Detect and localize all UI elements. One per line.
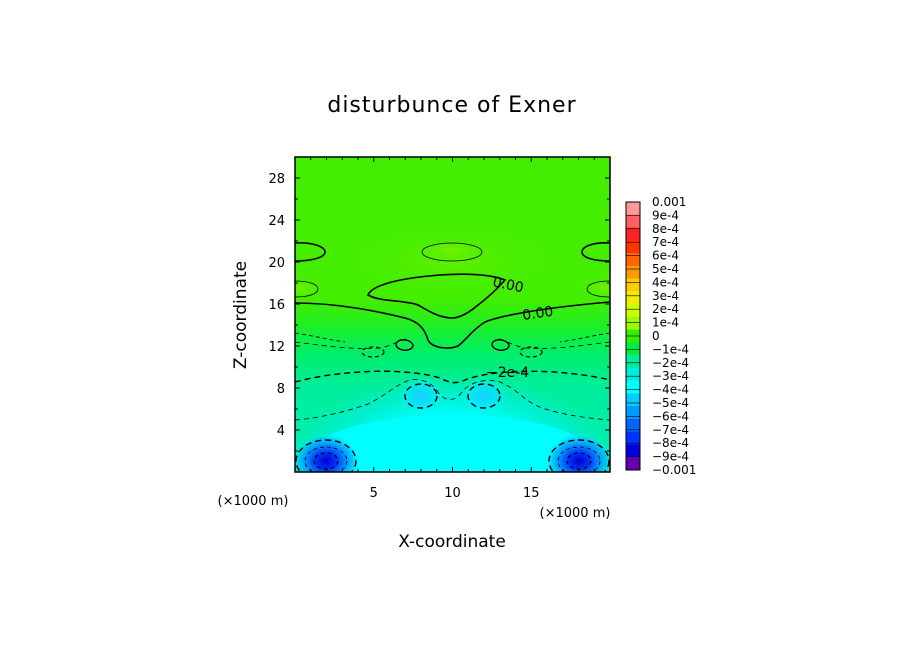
colorbar-swatch xyxy=(626,253,640,267)
colorbar-swatch xyxy=(626,291,640,305)
colorbar-swatch xyxy=(626,367,640,382)
colorbar-swatch xyxy=(626,227,640,241)
colorbar-swatch xyxy=(626,393,640,407)
x-tick-label: 10 xyxy=(444,486,461,501)
contour-labels: 0.00 0.00 −2e-4 xyxy=(486,274,554,381)
contour-negative xyxy=(295,439,357,472)
contour-label: 0.00 xyxy=(491,274,525,296)
colorbar-label: −6e-4 xyxy=(652,409,689,423)
contour-negative xyxy=(494,337,610,349)
contour-negative xyxy=(404,383,438,409)
colorbar: 0.0019e-48e-47e-46e-45e-44e-43e-42e-41e-… xyxy=(625,195,696,477)
colorbar-label: −0.001 xyxy=(652,463,696,477)
colorbar-label: 2e-4 xyxy=(652,302,679,316)
contour-negative xyxy=(548,439,610,472)
contour-zero xyxy=(366,273,507,319)
colorbar-label: −9e-4 xyxy=(652,450,689,464)
z-tick-label: 28 xyxy=(268,172,285,187)
colorbar-swatch xyxy=(626,240,640,254)
contour-negative xyxy=(361,346,385,358)
x-tick-label: 15 xyxy=(523,486,540,501)
colorbar-swatch xyxy=(626,202,640,216)
z-unit-label: (×1000 m) xyxy=(540,506,611,521)
contour-negative xyxy=(295,370,610,384)
contour-label: 0.00 xyxy=(521,304,554,324)
z-tick-label: 4 xyxy=(277,424,285,439)
plot-area xyxy=(295,157,610,472)
colorbar-swatch xyxy=(626,431,640,445)
colorbar-label: 1e-4 xyxy=(652,316,679,330)
contour-positive xyxy=(295,280,319,298)
contour-negative xyxy=(557,446,601,472)
colorbar-label: −2e-4 xyxy=(652,356,689,370)
colorbar-label: −3e-4 xyxy=(652,369,689,383)
colorbar-swatch xyxy=(626,278,640,292)
colorbar-swatch xyxy=(626,418,640,433)
chart-title: disturbunce of Exner xyxy=(327,93,576,118)
colorbar-swatch xyxy=(626,457,640,471)
contour-lines xyxy=(295,242,610,472)
contour-negative xyxy=(467,383,501,409)
colorbar-swatch xyxy=(626,380,640,394)
colorbar-swatch xyxy=(626,355,640,369)
z-tick-label: 16 xyxy=(268,298,285,313)
colorbar-label: 4e-4 xyxy=(652,275,679,289)
colorbar-label: 0.001 xyxy=(652,195,686,209)
z-axis-label: Z-coordinate xyxy=(231,261,251,369)
x-axis-label: X-coordinate xyxy=(398,532,506,552)
colorbar-swatch xyxy=(626,214,640,229)
x-unit-label: (×1000 m) xyxy=(218,494,289,509)
colorbar-swatch xyxy=(626,444,640,458)
colorbar-label: 0 xyxy=(652,329,660,343)
colorbar-label: 7e-4 xyxy=(652,235,679,249)
z-tick-label: 8 xyxy=(277,382,285,397)
colorbar-label: 3e-4 xyxy=(652,289,679,303)
contour-negative xyxy=(304,446,348,472)
colorbar-label: −1e-4 xyxy=(652,342,689,356)
contour-zero xyxy=(581,242,610,262)
warm-region xyxy=(575,274,610,302)
contour-zero xyxy=(395,339,414,351)
colorbar-swatch xyxy=(626,304,640,318)
colorbar-label: 6e-4 xyxy=(652,249,679,263)
colorbar-label: −8e-4 xyxy=(652,436,689,450)
z-tick-label: 20 xyxy=(268,256,285,271)
z-tick-label: 24 xyxy=(268,214,285,229)
colorbar-swatch xyxy=(626,406,640,420)
colorbar-swatch xyxy=(626,316,640,331)
low-center-left xyxy=(295,433,360,472)
warm-region xyxy=(295,274,330,302)
colorbar-label: −4e-4 xyxy=(652,383,689,397)
contour-label: −2e-4 xyxy=(486,365,529,381)
contour-positive xyxy=(586,280,610,298)
contour-negative xyxy=(519,346,543,358)
colorbar-label: −7e-4 xyxy=(652,423,689,437)
colorbar-label: 9e-4 xyxy=(652,208,679,222)
contour-zero xyxy=(295,301,610,349)
low-center-right xyxy=(545,433,610,472)
x-tick-label: 5 xyxy=(370,486,378,501)
x-axis: 5 10 15 xyxy=(310,157,595,501)
colorbar-label: −5e-4 xyxy=(652,396,689,410)
z-tick-label: 12 xyxy=(268,340,285,355)
colorbar-swatch xyxy=(626,342,640,356)
contour-negative xyxy=(295,379,610,421)
z-axis: 4 8 12 16 20 24 28 xyxy=(268,172,610,452)
contour-positive xyxy=(421,242,483,262)
colorbar-label: 5e-4 xyxy=(652,262,679,276)
warm-region xyxy=(412,236,492,264)
contour-zero xyxy=(491,339,510,351)
contour-zero xyxy=(295,242,326,262)
cold-region xyxy=(312,415,592,472)
colorbar-label: 8e-4 xyxy=(652,222,679,236)
colorbar-swatch xyxy=(626,265,640,280)
